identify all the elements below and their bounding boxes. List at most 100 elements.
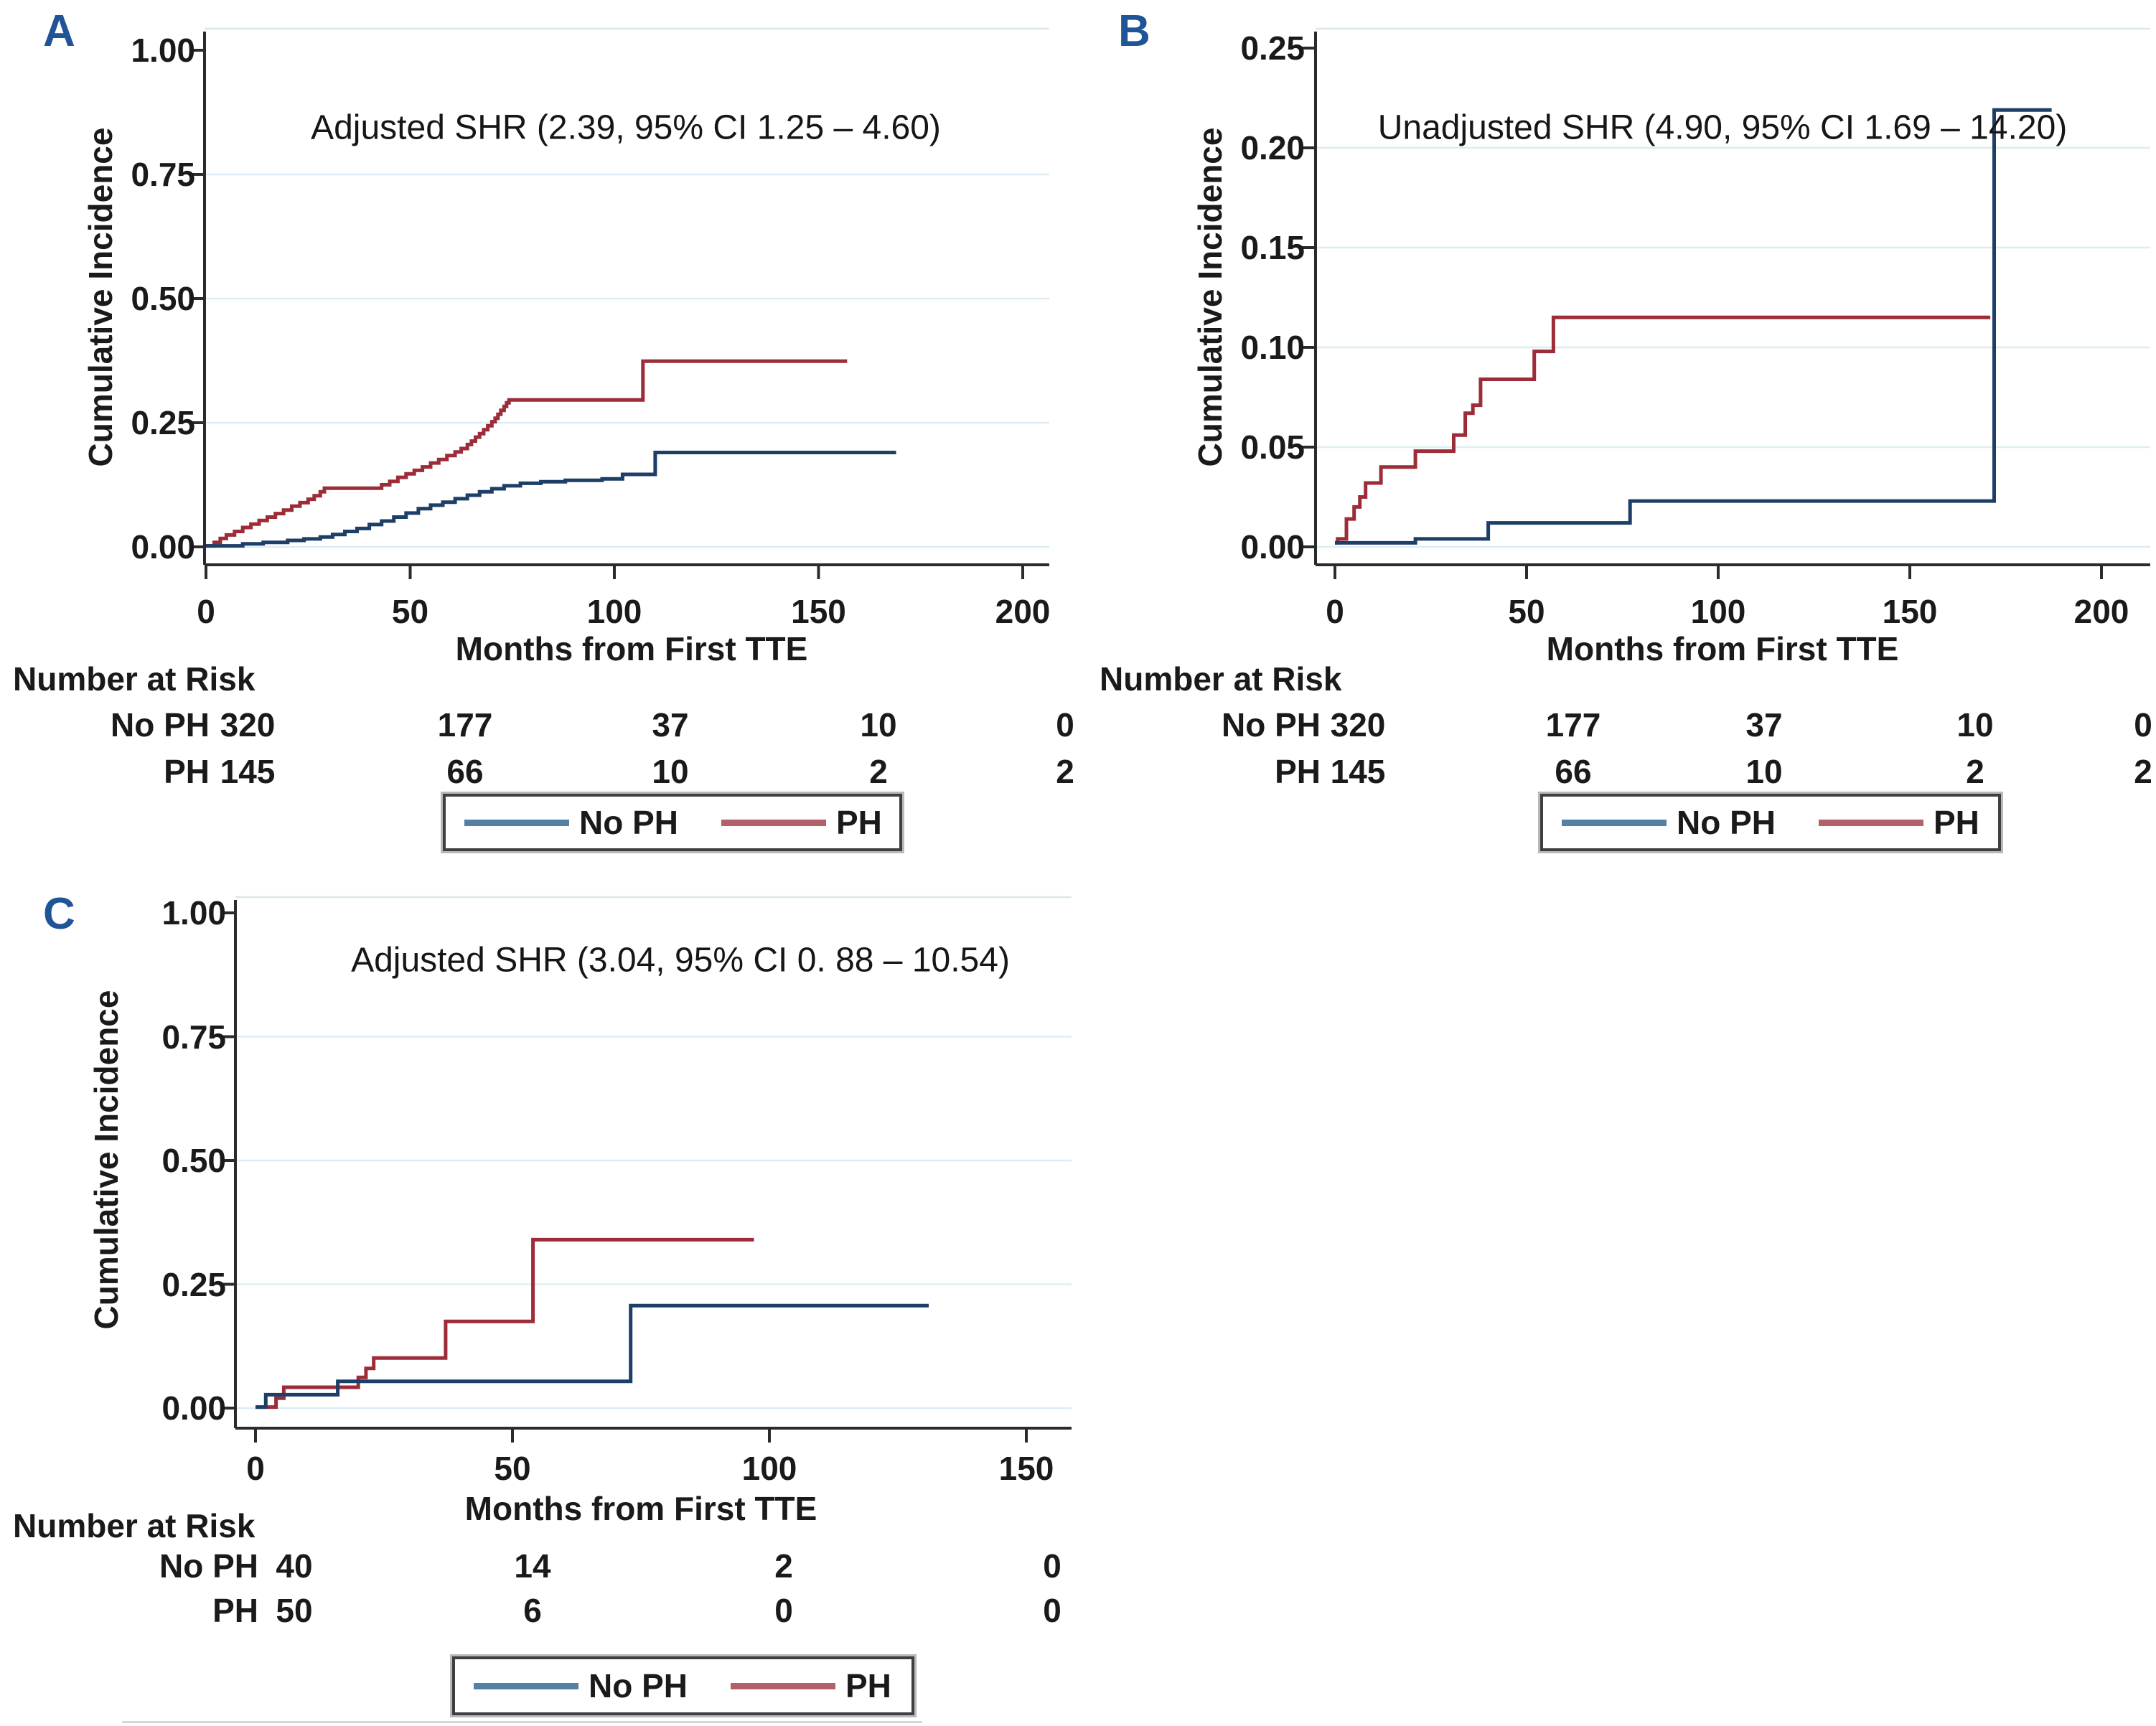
risk-count-c: 2 [774, 1547, 793, 1585]
risk-count-a: 10 [860, 706, 897, 744]
y-tick-label-b: 0.00 [1240, 528, 1305, 566]
curve-no-ph-b [1335, 108, 2052, 545]
risk-count-c: 0 [1043, 1547, 1061, 1585]
risk-count-b: 320 [1330, 706, 1386, 744]
x-tick-label-a: 0 [197, 593, 215, 630]
risk-count-b: 10 [1956, 706, 1994, 744]
risk-row-label-no-ph-a: No PH [111, 706, 210, 744]
risk-count-a: 320 [220, 706, 276, 744]
plot-title-c: Adjusted SHR (3.04, 95% CI 0. 88 – 10.54… [351, 941, 1010, 980]
legend-item-ph-c: PH [731, 1666, 891, 1705]
plot-title-b: Unadjusted SHR (4.90, 95% CI 1.69 – 14.2… [1377, 108, 2068, 147]
x-tick-label-c: 100 [741, 1450, 797, 1487]
y-tick-label-c: 0.00 [161, 1389, 226, 1427]
risk-count-b: 0 [2134, 706, 2152, 744]
risk-row-label-no-ph-b: No PH [1222, 706, 1321, 744]
risk-row-label-ph-c: PH [212, 1592, 258, 1629]
legend-b: No PH PH [1540, 794, 2001, 851]
panel-label-a: A [43, 6, 75, 56]
x-tick-label-a: 50 [391, 593, 429, 630]
legend-label-no-ph: No PH [589, 1667, 688, 1704]
y-axis-title-b: Cumulative Incidence [1191, 127, 1229, 467]
y-tick-label-c: 0.25 [161, 1265, 226, 1303]
no-ph-line-sample [1562, 819, 1667, 826]
legend-label-ph: PH [1934, 804, 1979, 841]
x-axis-title-b: Months from First TTE [1546, 630, 1899, 667]
curve-ph-c [256, 1237, 754, 1410]
curve-ph-b [1335, 315, 1991, 545]
x-tick-label-c: 150 [998, 1450, 1054, 1487]
x-tick-label-b: 200 [2073, 593, 2129, 630]
risk-count-b: 37 [1745, 706, 1783, 744]
y-tick-label-b: 0.10 [1240, 329, 1305, 366]
x-tick-label-b: 100 [1690, 593, 1746, 630]
risk-table-header-c: Number at Risk [13, 1507, 256, 1544]
ph-line-sample [731, 1682, 835, 1689]
risk-count-c: 6 [523, 1592, 542, 1629]
legend-item-no-ph-b: No PH [1562, 803, 1776, 842]
curve-no-ph-c [256, 1303, 929, 1410]
legend-item-no-ph-c: No PH [474, 1666, 688, 1705]
risk-count-b: 2 [2134, 753, 2152, 790]
risk-count-b: 145 [1330, 753, 1386, 790]
y-tick-label-c: 0.50 [161, 1142, 226, 1179]
risk-count-a: 10 [652, 753, 689, 790]
y-tick-label-a: 0.25 [131, 404, 195, 441]
risk-row-label-ph-a: PH [164, 753, 210, 790]
legend-a: No PH PH [443, 794, 902, 851]
risk-row-label-ph-b: PH [1275, 753, 1321, 790]
risk-row-label-no-ph-c: No PH [159, 1547, 258, 1585]
x-axis-title-a: Months from First TTE [455, 630, 808, 667]
risk-count-c: 50 [276, 1592, 313, 1629]
legend-label-no-ph: No PH [579, 804, 678, 841]
legend-item-no-ph-a: No PH [464, 803, 678, 842]
x-axis-title-c: Months from First TTE [464, 1490, 817, 1527]
risk-count-a: 2 [869, 753, 888, 790]
risk-count-c: 0 [1043, 1592, 1061, 1629]
risk-count-b: 2 [1966, 753, 1984, 790]
x-tick-label-b: 50 [1508, 593, 1545, 630]
y-tick-label-a: 0.75 [131, 156, 195, 193]
y-tick-label-b: 0.05 [1240, 428, 1305, 466]
x-tick-label-c: 50 [494, 1450, 531, 1487]
risk-count-a: 2 [1056, 753, 1074, 790]
legend-label-ph: PH [845, 1667, 891, 1704]
no-ph-line-sample [464, 819, 569, 826]
risk-count-a: 0 [1056, 706, 1074, 744]
legend-c: No PH PH [452, 1656, 914, 1715]
risk-count-c: 14 [514, 1547, 551, 1585]
y-tick-label-b: 0.20 [1240, 129, 1305, 166]
risk-count-b: 66 [1555, 753, 1592, 790]
legend-label-ph: PH [836, 804, 882, 841]
ph-line-sample [1819, 819, 1923, 826]
legend-item-ph-b: PH [1819, 803, 1979, 842]
ph-line-sample [721, 819, 826, 826]
panel-label-b: B [1118, 6, 1150, 56]
risk-count-a: 145 [220, 753, 276, 790]
risk-count-a: 37 [652, 706, 689, 744]
risk-count-b: 177 [1545, 706, 1601, 744]
figure-bottom-rule [122, 1721, 922, 1723]
risk-count-a: 177 [437, 706, 493, 744]
risk-count-c: 0 [774, 1592, 793, 1629]
x-tick-label-a: 150 [791, 593, 846, 630]
y-tick-label-c: 1.00 [161, 894, 226, 932]
risk-table-header-b: Number at Risk [1100, 660, 1342, 698]
plot-title-a: Adjusted SHR (2.39, 95% CI 1.25 – 4.60) [311, 108, 941, 147]
curve-no-ph-a [206, 451, 896, 548]
legend-label-no-ph: No PH [1677, 804, 1776, 841]
y-tick-label-a: 0.00 [131, 528, 195, 566]
y-tick-label-b: 0.15 [1240, 229, 1305, 266]
x-tick-label-c: 0 [246, 1450, 265, 1487]
y-tick-label-c: 0.75 [161, 1018, 226, 1056]
panel-label-c: C [43, 889, 75, 939]
curve-ph-a [206, 359, 848, 548]
y-tick-label-b: 0.25 [1240, 29, 1305, 67]
risk-table-header-a: Number at Risk [13, 660, 256, 698]
y-tick-label-a: 0.50 [131, 280, 195, 317]
no-ph-line-sample [474, 1682, 578, 1689]
legend-item-ph-a: PH [721, 803, 882, 842]
risk-count-c: 40 [276, 1547, 313, 1585]
